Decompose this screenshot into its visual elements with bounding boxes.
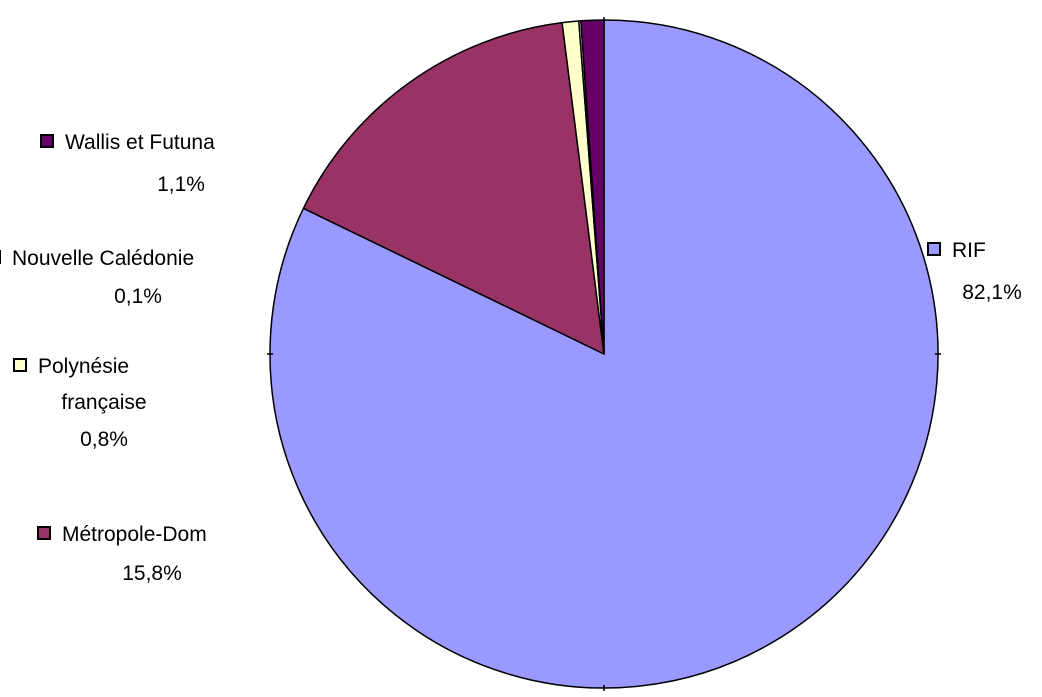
slice-name-label: Nouvelle Calédonie [12, 247, 194, 270]
slice-value-label: 0,1% [114, 285, 162, 308]
slice-name-label: RIF [952, 239, 986, 262]
slice-name-label: Wallis et Futuna [65, 131, 215, 154]
data-label-nouvelle-cal-donie: Nouvelle Calédonie 0,1% [0, 247, 194, 308]
legend-key-icon [37, 526, 51, 540]
slice-value-label: 15,8% [122, 562, 182, 585]
legend-key-icon [13, 358, 27, 372]
slice-value-label: 82,1% [962, 281, 1022, 304]
slice-labels: RIF 82,1% Métropole-Dom 15,8% Polynésie franç… [0, 131, 1022, 585]
data-label-m-tropole-dom: Métropole-Dom 15,8% [37, 523, 207, 585]
legend-key-icon [927, 242, 941, 256]
data-label-polyn-sie-fran-aise: Polynésie française 0,8% [13, 355, 147, 451]
data-label-wallis-et-futuna: Wallis et Futuna 1,1% [40, 131, 215, 196]
slice-name-label: Polynésie française [38, 355, 147, 414]
pie-slices [267, 17, 941, 691]
slice-name-label: Métropole-Dom [62, 523, 207, 546]
data-label-rif: RIF 82,1% [927, 239, 1022, 304]
slice-value-label: 1,1% [157, 173, 205, 196]
legend-key-icon [40, 134, 54, 148]
slice-value-label: 0,8% [80, 428, 128, 451]
pie-slice-rif [269, 19, 939, 689]
pie-slice-m-tropole-dom [302, 21, 605, 355]
